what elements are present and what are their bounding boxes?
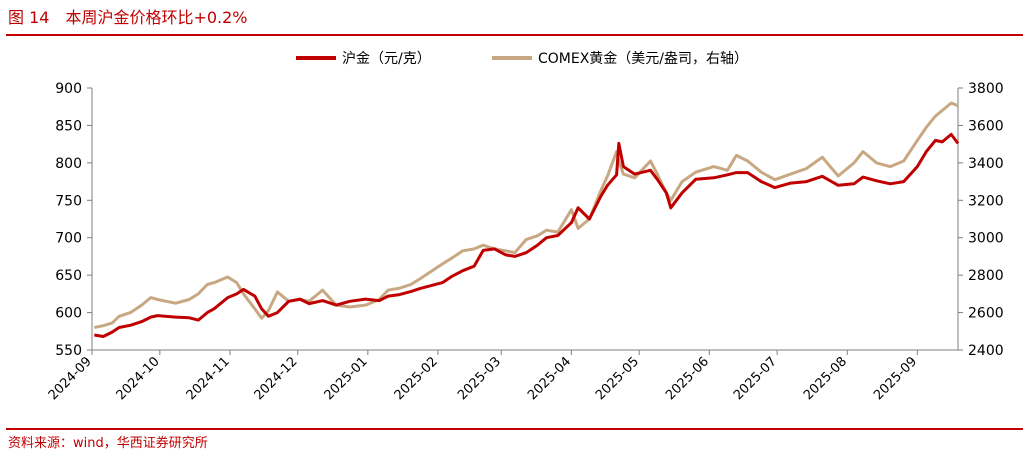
source-note: 资料来源：wind，华西证券研究所 bbox=[8, 436, 208, 451]
x-tick-label: 2025-07 bbox=[731, 354, 780, 403]
x-tick-label: 2025-01 bbox=[322, 354, 371, 403]
x-tick-label: 2025-05 bbox=[593, 354, 642, 403]
y-right-tick-label: 2600 bbox=[968, 306, 1004, 322]
comex-gold-series-line bbox=[94, 101, 959, 329]
legend-item-shfe-gold: 沪金（元/克） bbox=[296, 51, 431, 67]
x-tick-label: 2025-06 bbox=[663, 354, 712, 403]
top-divider bbox=[6, 34, 1023, 36]
legend-label: 沪金（元/克） bbox=[342, 51, 431, 67]
y-left-tick-label: 550 bbox=[55, 343, 82, 359]
x-tick-label: 2025-04 bbox=[525, 354, 574, 403]
legend-item-comex-gold: COMEX黄金（美元/盎司，右轴） bbox=[492, 50, 748, 67]
x-tick-label: 2024-12 bbox=[252, 354, 301, 403]
shfe-gold-series-line bbox=[94, 132, 960, 338]
y-left-tick-label: 600 bbox=[55, 306, 82, 322]
figure-caption: 本周沪金价格环比+0.2% bbox=[65, 8, 248, 27]
y-right-tick-label: 3200 bbox=[968, 193, 1004, 209]
gold-price-chart: 沪金（元/克） COMEX黄金（美元/盎司，右轴） 550 600 650 700 750… bbox=[46, 50, 1004, 403]
y-right-tick-label: 2400 bbox=[968, 343, 1004, 359]
y-left-tick-label: 900 bbox=[55, 81, 82, 97]
chart-series bbox=[94, 101, 960, 338]
bottom-divider bbox=[6, 428, 1023, 430]
y-right-tick-label: 3000 bbox=[968, 231, 1004, 247]
legend-label: COMEX黄金（美元/盎司，右轴） bbox=[538, 50, 748, 67]
x-tick-label: 2025-08 bbox=[801, 354, 850, 403]
x-tick-label: 2024-09 bbox=[46, 354, 95, 403]
y-right-tick-label: 3400 bbox=[968, 156, 1004, 172]
chart-legend: 沪金（元/克） COMEX黄金（美元/盎司，右轴） bbox=[296, 50, 748, 67]
y-left-tick-label: 800 bbox=[55, 156, 82, 172]
y-right-tick-label: 3600 bbox=[968, 118, 1004, 134]
y-right-tick-label: 3800 bbox=[968, 81, 1004, 97]
x-tick-label: 2024-11 bbox=[184, 354, 233, 403]
figure-title: 图 14 本周沪金价格环比+0.2% bbox=[8, 4, 248, 28]
x-tick-label: 2024-10 bbox=[114, 354, 163, 403]
y-left-tick-label: 850 bbox=[55, 118, 82, 134]
x-tick-label: 2025-02 bbox=[392, 354, 441, 403]
y-right-tick-label: 2800 bbox=[968, 268, 1004, 284]
figure-number: 图 14 bbox=[8, 8, 50, 27]
x-tick-label: 2025-09 bbox=[871, 354, 920, 403]
y-left-tick-label: 650 bbox=[55, 268, 82, 284]
y-left-tick-label: 700 bbox=[55, 231, 82, 247]
x-tick-label: 2025-03 bbox=[455, 354, 504, 403]
y-left-tick-label: 750 bbox=[55, 193, 82, 209]
